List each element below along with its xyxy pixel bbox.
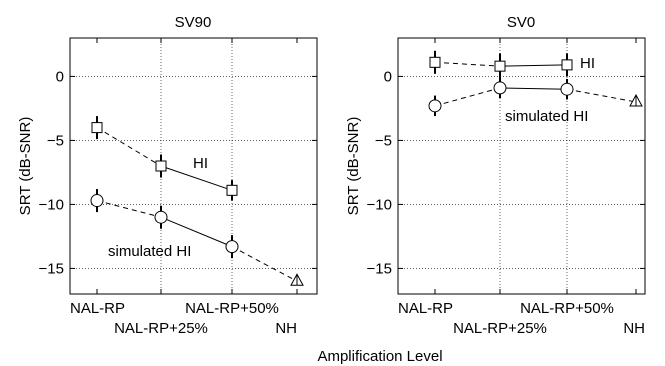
plot-frame bbox=[397, 37, 646, 295]
data-point-circle bbox=[560, 82, 574, 96]
series-line-segment bbox=[566, 88, 637, 103]
series-line-segment bbox=[160, 165, 233, 191]
x-tick-label: NH bbox=[275, 320, 297, 337]
series-line-segment bbox=[96, 200, 162, 218]
series-label: simulated HI bbox=[505, 108, 588, 125]
data-point-square bbox=[226, 184, 238, 196]
data-point-circle bbox=[154, 210, 168, 224]
x-tick-label: NAL-RP+50% bbox=[185, 300, 279, 317]
y-tick-label: 0 bbox=[384, 68, 392, 85]
data-point-circle bbox=[428, 99, 442, 113]
shared-x-axis-label: Amplification Level bbox=[317, 348, 442, 365]
chart-title: SV0 bbox=[507, 14, 535, 31]
y-tick-label: −10 bbox=[367, 196, 392, 213]
x-tick-label: NAL-RP bbox=[70, 300, 125, 317]
series-line-segment bbox=[434, 87, 501, 107]
x-tick-label: NAL-RP bbox=[398, 300, 453, 317]
data-point-square bbox=[91, 122, 103, 134]
plot-frame bbox=[69, 37, 318, 295]
panel-sv90: 0 −5 −10 −15 NAL-RP NAL-RP+25% NAL-RP+50% NH SV9… bbox=[17, 14, 318, 337]
data-point-circle bbox=[493, 81, 507, 95]
series-label: simulated HI bbox=[108, 243, 191, 260]
y-axis-label: SRT (dB-SNR) bbox=[17, 117, 34, 216]
x-tick-label: NAL-RP+50% bbox=[520, 300, 614, 317]
grid bbox=[398, 38, 645, 294]
data-point-square bbox=[155, 160, 167, 172]
y-tick-label: −15 bbox=[39, 260, 64, 277]
series-line-segment bbox=[434, 61, 501, 67]
y-tick-label: 0 bbox=[56, 68, 64, 85]
x-tick-label: NAL-RP+25% bbox=[114, 320, 208, 337]
series-line-segment bbox=[499, 64, 568, 67]
data-point-square bbox=[494, 60, 506, 72]
data-point-circle bbox=[90, 194, 104, 208]
y-tick-label: −5 bbox=[375, 132, 392, 149]
data-point-square bbox=[561, 59, 573, 71]
series-line-segment bbox=[499, 87, 568, 90]
series-label: HI bbox=[193, 155, 208, 172]
x-tick-label: NAL-RP+25% bbox=[453, 320, 547, 337]
series-label: HI bbox=[580, 55, 595, 72]
y-tick-label: −10 bbox=[39, 196, 64, 213]
series-line-segment bbox=[160, 216, 233, 248]
data-point-square bbox=[429, 56, 441, 68]
chart-title: SV90 bbox=[175, 14, 212, 31]
x-tick-label: NH bbox=[623, 320, 645, 337]
y-tick-label: −5 bbox=[47, 132, 64, 149]
y-tick-label: −15 bbox=[367, 260, 392, 277]
data-point-circle bbox=[225, 240, 239, 254]
series-line-segment bbox=[231, 246, 298, 282]
series-line-segment bbox=[96, 127, 162, 167]
y-axis-label: SRT (dB-SNR) bbox=[345, 117, 362, 216]
